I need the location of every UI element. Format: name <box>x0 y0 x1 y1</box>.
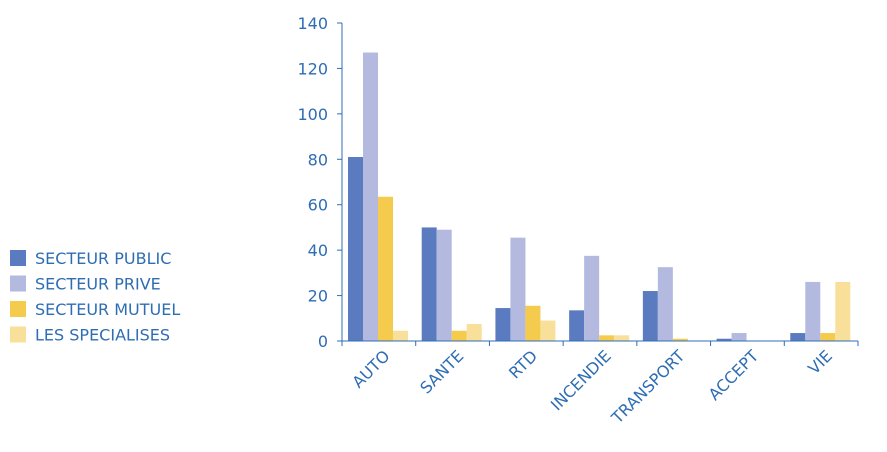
legend-swatch <box>10 275 26 292</box>
bar-secteur-prive-incendie <box>584 255 600 341</box>
legend-label: LES SPECIALISES <box>35 326 170 345</box>
bar-les-specialises-auto <box>393 330 408 341</box>
y-tick-label: 120 <box>297 59 328 78</box>
bar-secteur-prive-auto <box>363 52 378 342</box>
x-tick-label-rtd: RTD <box>505 346 541 382</box>
x-tick-label-sante: SANTE <box>416 346 467 397</box>
bar-les-specialises-sante <box>466 323 482 341</box>
legend-swatch <box>10 301 26 317</box>
legend-label: SECTEUR PUBLIC <box>35 249 171 268</box>
x-tick-label-transport: TRANSPORT <box>607 346 689 428</box>
bar-secteur-mutuel-rtd <box>525 305 541 341</box>
y-tick-label: 100 <box>297 105 328 124</box>
bar-les-specialises-rtd <box>540 320 556 341</box>
y-tick-label: 60 <box>308 196 328 215</box>
y-tick-label: 140 <box>297 14 328 33</box>
bar-secteur-public-rtd <box>495 308 511 341</box>
x-tick-label-accept: ACCEPT <box>705 346 763 404</box>
bar-secteur-mutuel-incendie <box>599 335 615 341</box>
bar-secteur-public-vie <box>790 333 806 341</box>
y-tick-label: 40 <box>308 241 328 260</box>
bar-les-specialises-incendie <box>614 335 630 341</box>
bar-secteur-mutuel-transport <box>672 338 688 341</box>
bar-secteur-public-accept <box>716 338 732 341</box>
y-tick-label: 20 <box>308 287 328 306</box>
legend-swatch <box>10 326 26 343</box>
bars <box>348 52 851 342</box>
bar-secteur-prive-accept <box>731 333 747 341</box>
y-tick-label: 80 <box>308 150 328 169</box>
legend-label: SECTEUR MUTUEL <box>35 300 180 319</box>
y-tick-label: 0 <box>318 332 328 351</box>
bar-secteur-public-incendie <box>569 310 585 341</box>
bar-secteur-prive-transport <box>657 267 673 341</box>
bar-secteur-prive-rtd <box>510 237 526 341</box>
legend: SECTEUR PUBLIC SECTEUR PRIVE SECTEUR MUTUE… <box>10 249 180 345</box>
bar-secteur-public-auto <box>348 157 363 341</box>
bar-secteur-mutuel-vie <box>820 333 836 341</box>
bar-secteur-mutuel-sante <box>451 330 467 341</box>
bar-secteur-public-sante <box>421 227 437 341</box>
bar-les-specialises-vie <box>835 281 851 341</box>
x-tick-label-incendie: INCENDIE <box>547 346 615 414</box>
legend-label: SECTEUR PRIVE <box>35 275 161 294</box>
x-tick-label-vie: VIE <box>804 346 836 378</box>
legend-swatch <box>10 250 26 266</box>
bar-secteur-public-transport <box>642 291 658 341</box>
x-tick-label-auto: AUTO <box>348 346 393 391</box>
bar-secteur-prive-sante <box>436 229 452 341</box>
bar-secteur-mutuel-auto <box>378 196 393 341</box>
bar-secteur-prive-vie <box>805 281 821 341</box>
